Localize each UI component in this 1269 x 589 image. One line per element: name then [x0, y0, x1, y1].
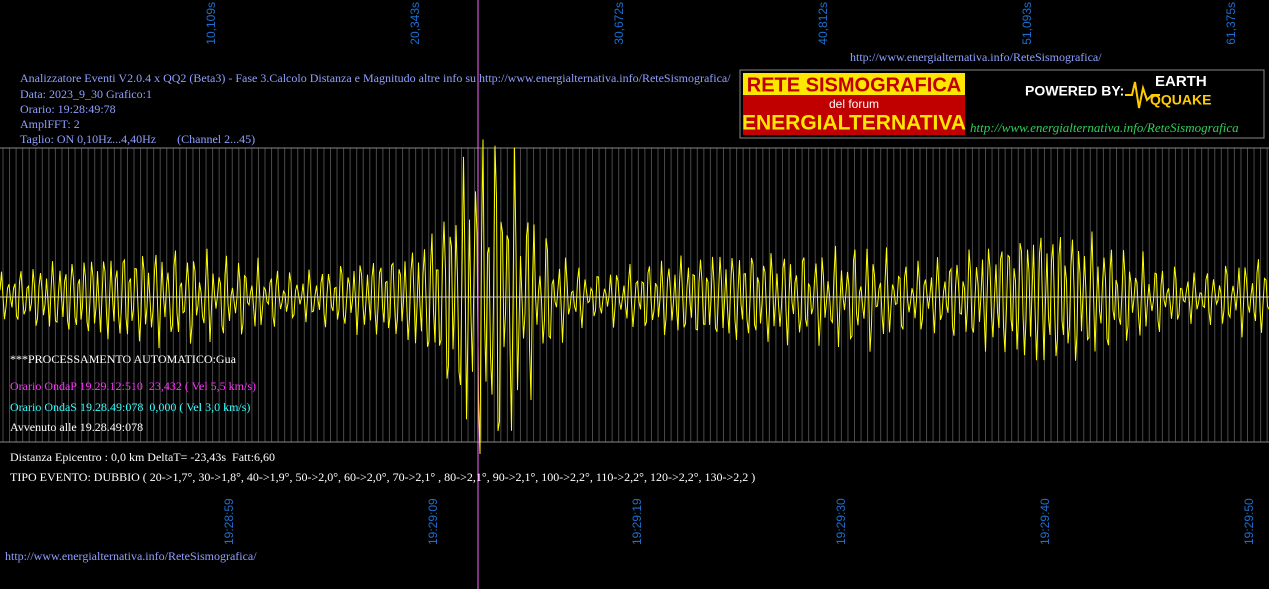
top-tick-label: 20,343s: [408, 2, 422, 45]
logo: RETE SISMOGRAFICA del forum ENERGIALTERN…: [739, 69, 1265, 139]
onda-p: Orario OndaP 19.29.12:510 23,432 ( Vel 5…: [10, 379, 256, 393]
bottom-tick-label: 19:29:19: [630, 498, 644, 545]
tipo-evento: TIPO EVENTO: DUBBIO ( 20->1,7°, 30->1,8°…: [10, 470, 755, 484]
top-tick-label: 51,093s: [1020, 2, 1034, 45]
bottom-tick-label: 19:29:50: [1242, 498, 1256, 545]
distanza: Distanza Epicentro : 0,0 km DeltaT= -23,…: [10, 450, 275, 464]
top-tick-label: 10,109s: [204, 2, 218, 45]
header-line: Analizzatore Eventi V2.0.4 x QQ2 (Beta3)…: [20, 71, 731, 85]
logo-title: RETE SISMOGRAFICA: [747, 74, 961, 96]
bottom-tick-label: 19:29:09: [426, 498, 440, 545]
waveform: [0, 139, 1269, 455]
logo-icon: [1125, 81, 1160, 109]
onda-s: Orario OndaS 19.28.49:078 0,000 ( Vel 3,…: [10, 400, 250, 414]
processing: ***PROCESSAMENTO AUTOMATICO:Gua: [10, 352, 237, 366]
header: Analizzatore Eventi V2.0.4 x QQ2 (Beta3)…: [20, 71, 731, 146]
avvenuto: Avvenuto alle 19.28.49:078: [10, 420, 143, 434]
logo-subtitle: del forum: [829, 97, 879, 111]
top-tick-label: 30,672s: [612, 2, 626, 45]
logo-url: http://www.energialternativa.info/ReteSi…: [970, 120, 1239, 135]
top-tick-label: 61,375s: [1224, 2, 1238, 45]
top-tick-label: 40,812s: [816, 2, 830, 45]
bottom-tick-label: 19:29:40: [1038, 498, 1052, 545]
header-line: Data: 2023_9_30 Grafico:1: [20, 87, 152, 101]
logo-earth: EARTH: [1155, 73, 1207, 90]
logo-band: [743, 95, 965, 135]
logo-name: ENERGIALTERNATIVA: [742, 112, 966, 135]
bottom-tick-label: 19:28:59: [222, 498, 236, 545]
bottom-tick-label: 19:29:30: [834, 498, 848, 545]
top-url: http://www.energialternativa.info/ReteSi…: [850, 50, 1102, 64]
header-line: Orario: 19:28:49:78: [20, 102, 116, 116]
header-line: AmplFFT: 2: [20, 117, 80, 131]
header-line: Taglio: ON 0,10Hz...4,40Hz (Channel 2...…: [20, 132, 255, 146]
logo-powered: POWERED BY:: [1025, 83, 1124, 99]
bottom-url: http://www.energialternativa.info/ReteSi…: [5, 549, 257, 563]
logo-band: [743, 73, 965, 95]
logo-quake: QQUAKE: [1150, 92, 1211, 108]
